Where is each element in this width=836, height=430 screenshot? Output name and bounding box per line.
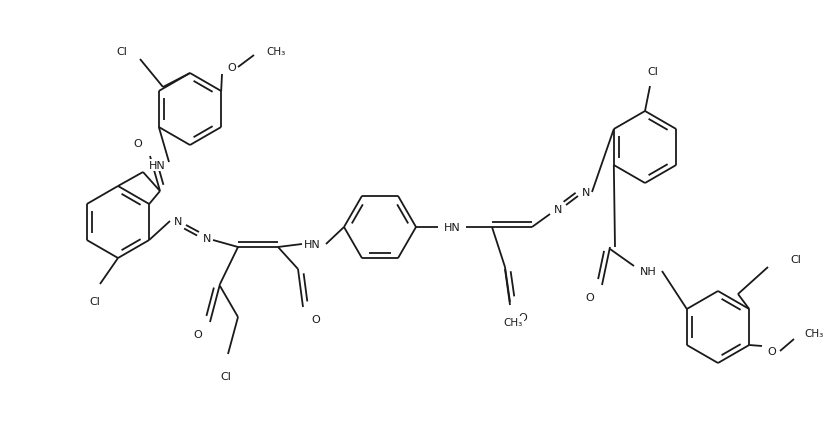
Text: HN: HN: [149, 161, 166, 171]
Text: N: N: [553, 205, 562, 215]
Text: CH₃: CH₃: [502, 317, 522, 327]
Text: Cl: Cl: [647, 67, 658, 77]
Text: O: O: [193, 329, 202, 339]
Text: CH₃: CH₃: [266, 47, 285, 57]
Text: CH₃: CH₃: [803, 328, 823, 338]
Text: O: O: [227, 63, 236, 73]
Text: Cl: Cl: [116, 47, 127, 57]
Text: Cl: Cl: [89, 296, 100, 306]
Text: O: O: [585, 292, 594, 302]
Text: N: N: [174, 216, 182, 227]
Text: Cl: Cl: [789, 255, 800, 264]
Text: O: O: [767, 346, 776, 356]
Text: HN: HN: [303, 240, 320, 249]
Text: O: O: [134, 139, 142, 149]
Text: N: N: [581, 187, 589, 197]
Text: Cl: Cl: [221, 371, 232, 381]
Text: HN: HN: [443, 222, 460, 233]
Text: N: N: [202, 233, 211, 243]
Text: O: O: [311, 314, 320, 324]
Text: O: O: [518, 312, 527, 322]
Text: NH: NH: [639, 266, 655, 276]
